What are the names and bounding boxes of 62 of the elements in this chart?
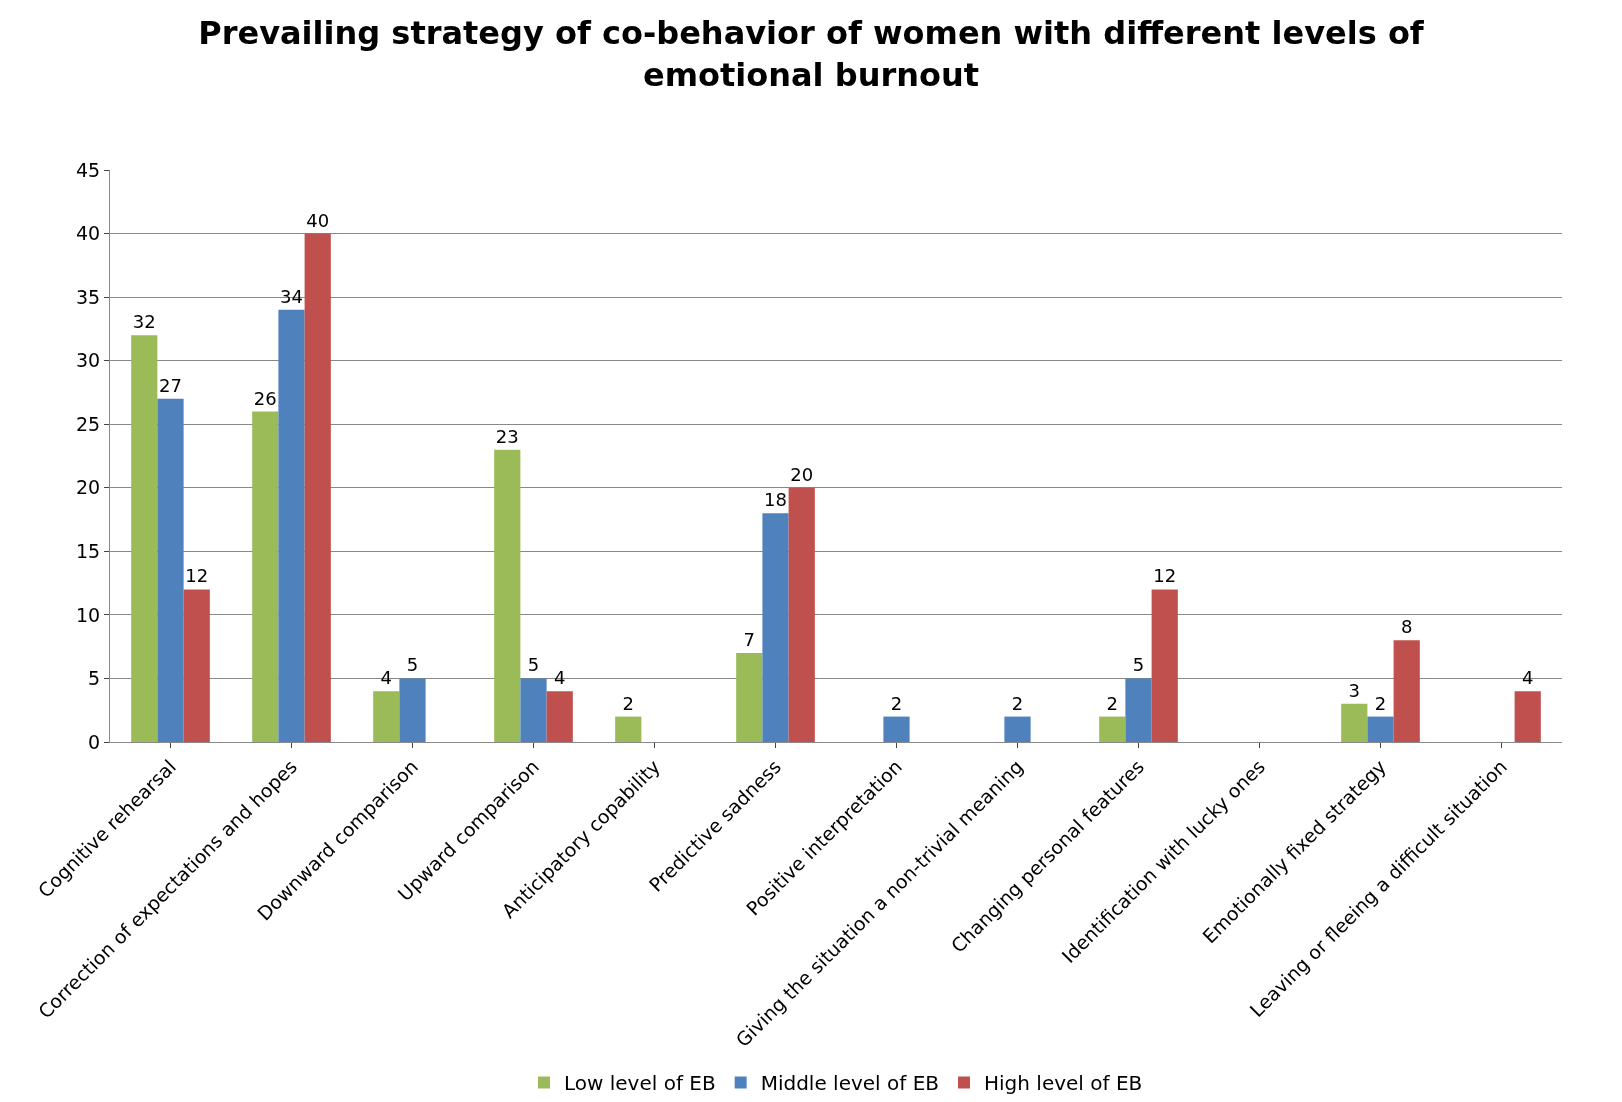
bar xyxy=(131,335,158,742)
data-label: 34 xyxy=(280,285,303,307)
data-label: 4 xyxy=(380,667,393,689)
bar xyxy=(252,411,279,742)
data-label: 7 xyxy=(743,629,756,651)
bar xyxy=(1099,716,1126,742)
y-tick-label: 0 xyxy=(88,730,101,753)
bar xyxy=(762,513,789,742)
data-label: 40 xyxy=(306,209,330,231)
data-label: 20 xyxy=(790,463,814,485)
data-label: 4 xyxy=(553,667,566,689)
y-tick-label: 10 xyxy=(76,603,101,626)
data-label: 4 xyxy=(1521,667,1534,689)
legend-label: High level of EB xyxy=(984,1071,1143,1096)
bar xyxy=(546,691,573,742)
bar xyxy=(494,449,521,742)
bar xyxy=(1125,678,1152,742)
y-tick-label: 15 xyxy=(76,539,101,562)
bar xyxy=(1004,716,1031,742)
data-label: 3 xyxy=(1348,679,1361,701)
data-label: 27 xyxy=(159,374,182,396)
bar xyxy=(399,678,426,742)
bar xyxy=(1393,640,1420,742)
data-label: 5 xyxy=(1132,654,1145,676)
data-label: 2 xyxy=(890,692,903,714)
data-label: 8 xyxy=(1400,616,1413,638)
data-label: 32 xyxy=(132,311,156,333)
bar xyxy=(615,716,642,742)
bar xyxy=(520,678,547,742)
bar xyxy=(183,589,210,742)
data-label: 2 xyxy=(1011,692,1024,714)
data-label: 18 xyxy=(764,489,787,511)
y-tick-label: 45 xyxy=(76,158,101,181)
bar xyxy=(157,398,184,742)
data-label: 23 xyxy=(495,425,519,447)
legend-label: Middle level of EB xyxy=(760,1071,939,1096)
bar xyxy=(1341,703,1368,742)
y-tick-label: 35 xyxy=(76,285,101,308)
bar xyxy=(373,691,400,742)
bar xyxy=(1367,716,1394,742)
y-tick-label: 25 xyxy=(76,412,101,435)
y-tick-label: 30 xyxy=(76,349,101,372)
data-label: 2 xyxy=(1106,692,1119,714)
bar xyxy=(278,309,305,742)
data-label: 2 xyxy=(622,692,635,714)
data-label: 5 xyxy=(527,654,540,676)
data-label: 5 xyxy=(406,654,419,676)
data-label: 2 xyxy=(1374,692,1387,714)
y-tick-label: 20 xyxy=(76,476,101,499)
bar xyxy=(304,233,331,742)
bar xyxy=(788,487,815,742)
data-label: 12 xyxy=(1153,565,1177,587)
bar xyxy=(736,653,763,742)
legend-label: Low level of EB xyxy=(564,1071,716,1096)
chart-title: Prevailing strategy of co-behavior of women with different levels of emotional burnout xyxy=(198,14,1425,94)
y-tick-label: 40 xyxy=(76,222,101,245)
data-label: 26 xyxy=(253,387,277,409)
data-label: 12 xyxy=(185,565,209,587)
bar xyxy=(1151,589,1178,742)
bar xyxy=(1514,691,1541,742)
bar xyxy=(883,716,910,742)
y-tick-label: 5 xyxy=(88,667,101,690)
